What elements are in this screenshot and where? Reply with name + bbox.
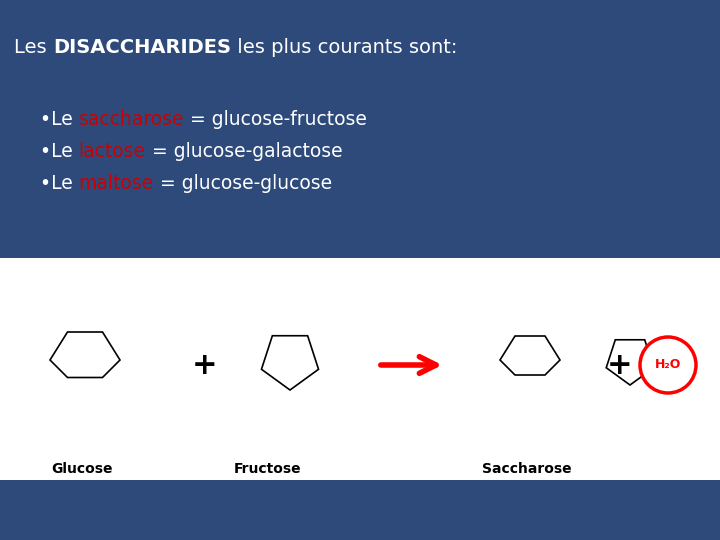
- Text: +: +: [192, 350, 218, 380]
- Text: = glucose-fructose: = glucose-fructose: [184, 110, 367, 129]
- Text: H₂O: H₂O: [654, 359, 681, 372]
- Text: les plus courants sont:: les plus courants sont:: [231, 38, 457, 57]
- Text: Les: Les: [14, 38, 53, 57]
- Text: •Le: •Le: [40, 110, 78, 129]
- Text: +: +: [607, 350, 633, 380]
- FancyArrowPatch shape: [381, 356, 436, 373]
- Bar: [0, 258, 720, 480]
- Text: saccharose: saccharose: [78, 110, 184, 129]
- Text: Glucose: Glucose: [51, 462, 113, 476]
- Text: Fructose: Fructose: [234, 462, 302, 476]
- Text: DISACCHARIDES: DISACCHARIDES: [53, 38, 231, 57]
- Text: Saccharose: Saccharose: [482, 462, 572, 476]
- Text: lactose: lactose: [78, 142, 145, 161]
- Circle shape: [640, 337, 696, 393]
- Text: = glucose-glucose: = glucose-glucose: [154, 174, 332, 193]
- Text: •Le: •Le: [40, 142, 78, 161]
- Text: •Le: •Le: [40, 174, 78, 193]
- Text: maltose: maltose: [78, 174, 154, 193]
- Text: = glucose-galactose: = glucose-galactose: [145, 142, 343, 161]
- Bar: [0, 480, 720, 540]
